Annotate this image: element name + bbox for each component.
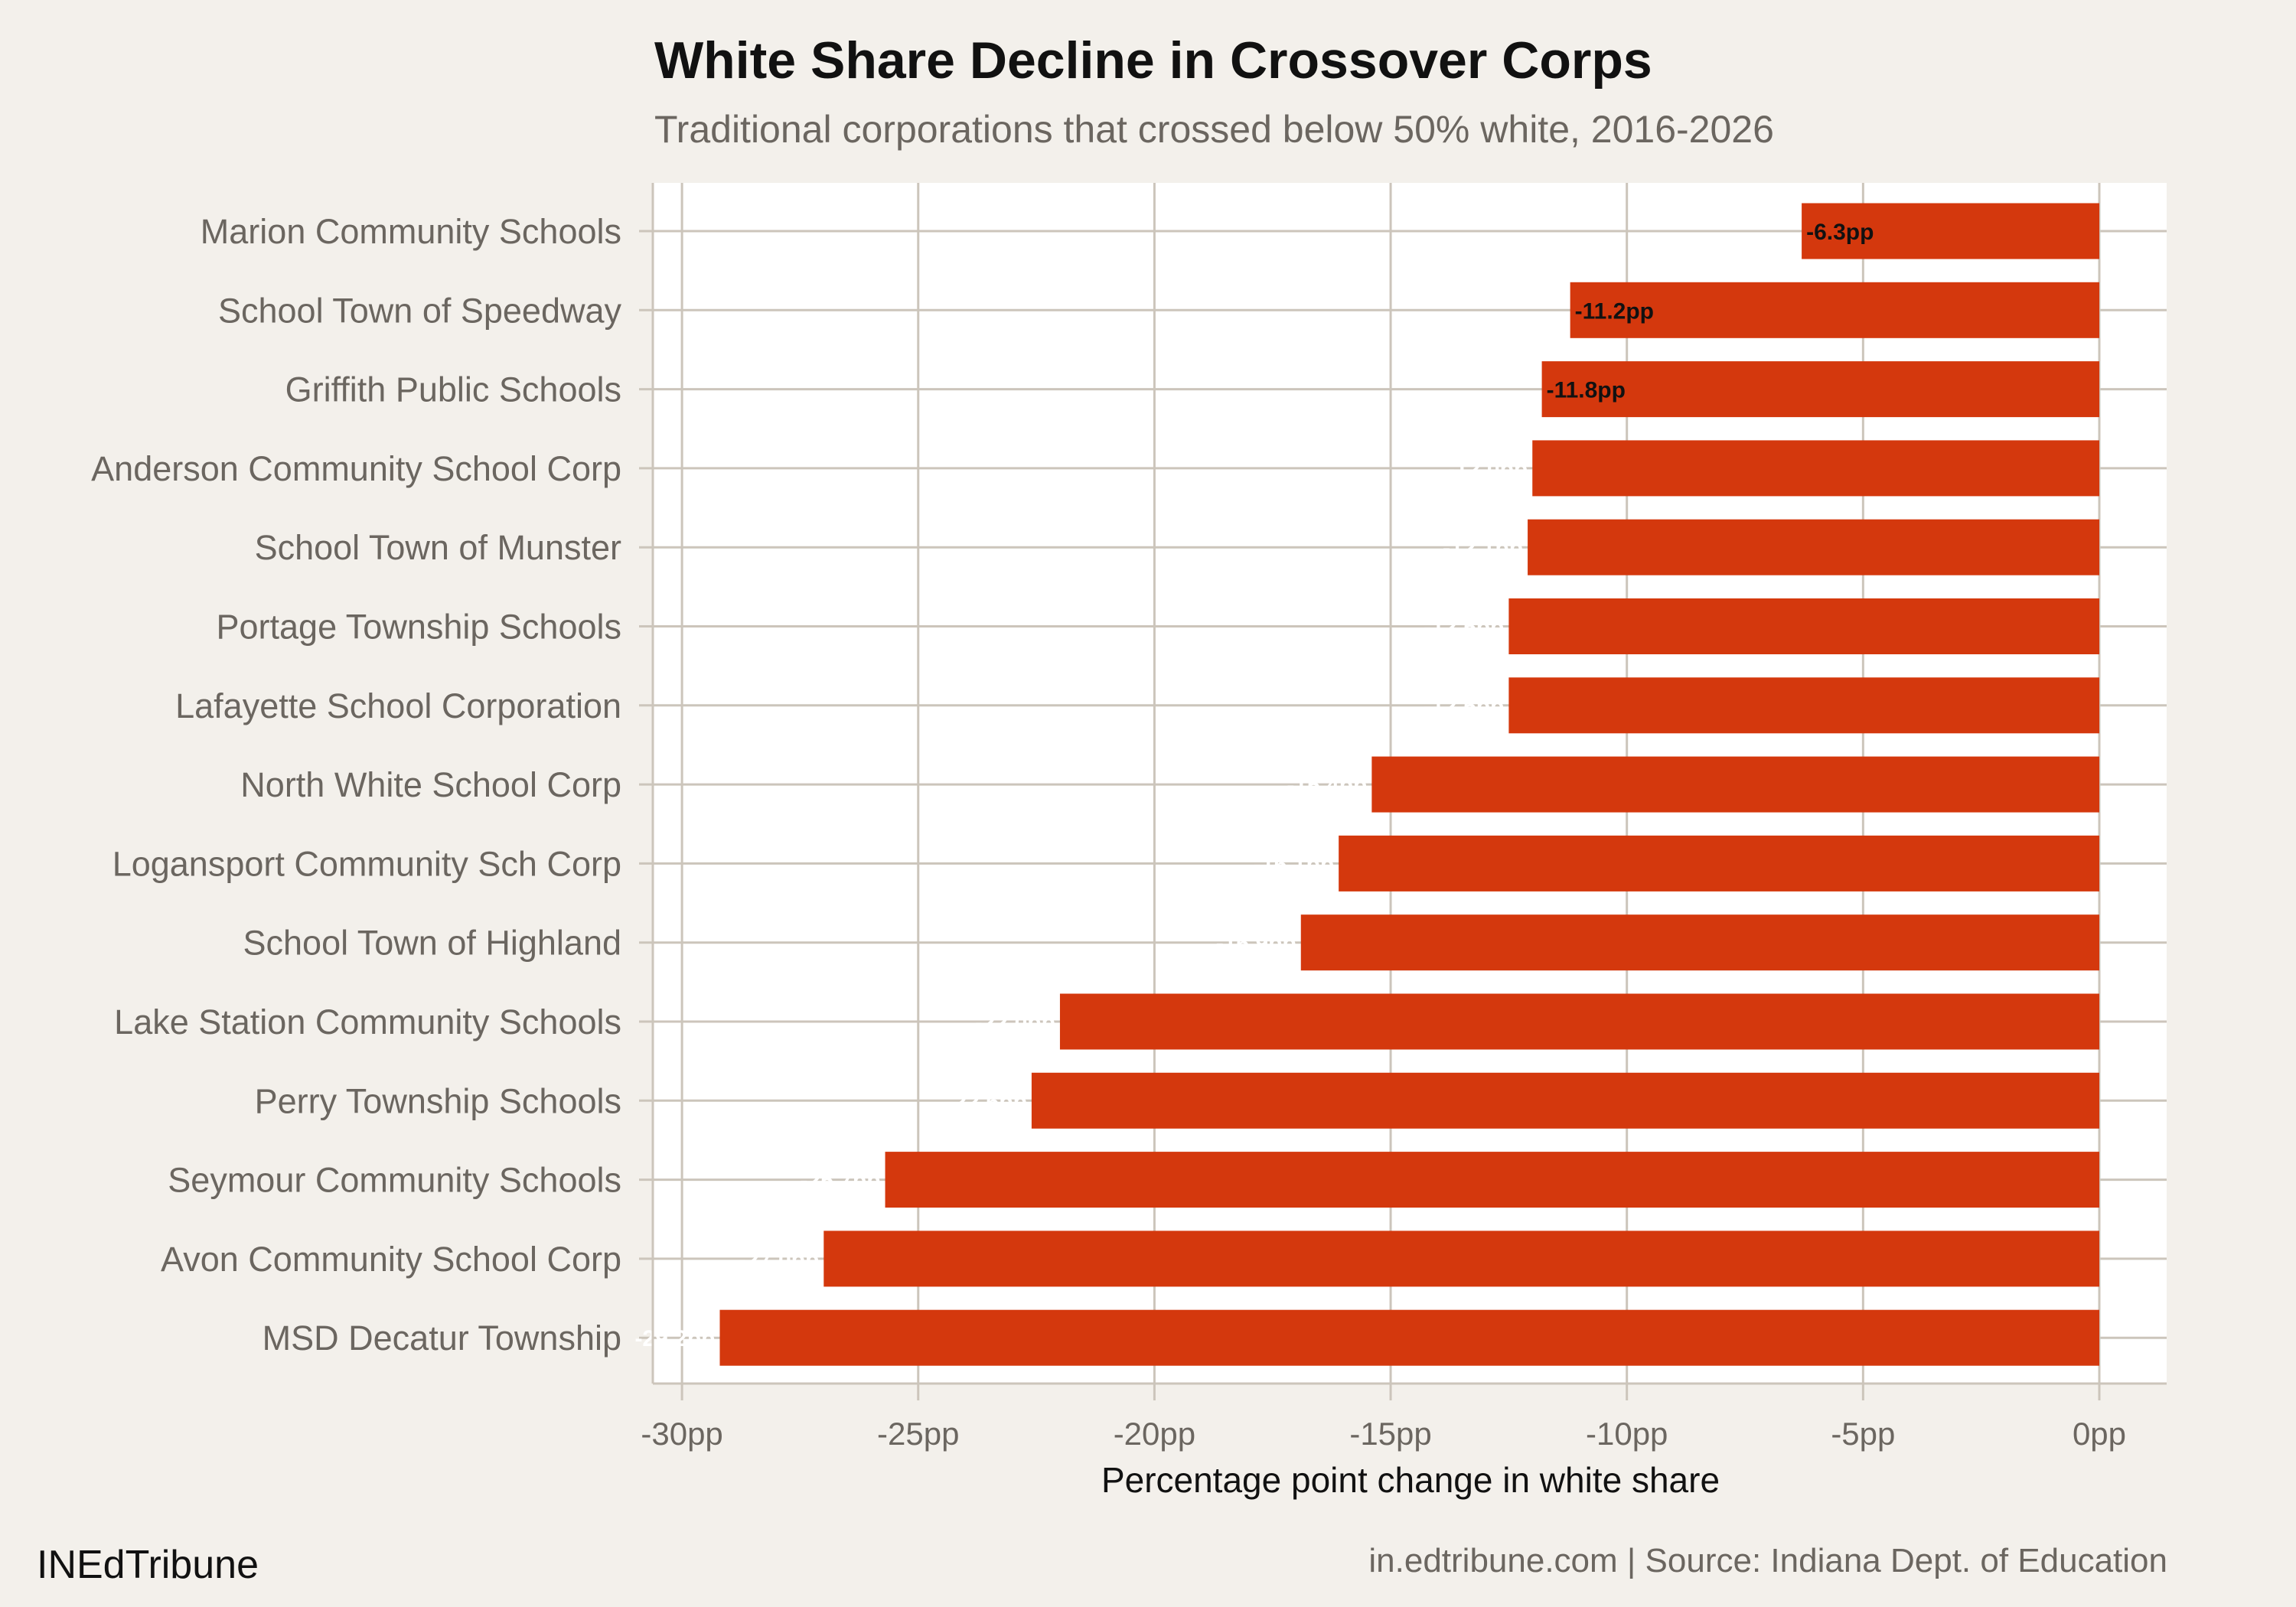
y-tick-label: North White School Corp <box>240 765 621 804</box>
bar <box>885 1152 2099 1208</box>
bar <box>719 1309 2099 1366</box>
bar <box>1371 756 2099 813</box>
y-tick-label: Avon Community School Corp <box>161 1240 621 1279</box>
chart-subtitle: Traditional corporations that crossed be… <box>654 108 1774 151</box>
y-tick-label: School Town of Munster <box>255 528 621 567</box>
data-label: -16.1pp <box>1254 852 1334 877</box>
y-tick-label: Portage Township Schools <box>217 608 622 647</box>
data-label: -15.4pp <box>1287 773 1367 798</box>
y-tick-label: MSD Decatur Township <box>263 1319 621 1358</box>
y-tick-label: School Town of Highland <box>243 924 622 963</box>
y-tick-label: Perry Township Schools <box>255 1081 621 1120</box>
bar <box>1339 835 2099 892</box>
bar <box>1300 914 2099 971</box>
data-label: -12.0pp <box>1447 457 1528 482</box>
data-label: -12.1pp <box>1443 536 1523 561</box>
data-label: -27.0pp <box>739 1247 819 1273</box>
y-tick-label: Anderson Community School Corp <box>91 449 621 488</box>
data-label: -25.7pp <box>801 1169 881 1194</box>
x-tick-label: -25pp <box>877 1416 959 1452</box>
data-label: -11.2pp <box>1575 298 1654 324</box>
data-label: -12.5pp <box>1424 694 1504 719</box>
bar <box>1508 677 2099 734</box>
data-label: -16.9pp <box>1216 931 1296 957</box>
source-note: in.edtribune.com | Source: Indiana Dept.… <box>1368 1542 2167 1579</box>
y-tick-label: Lafayette School Corporation <box>175 686 621 725</box>
x-tick-label: 0pp <box>2073 1416 2126 1452</box>
x-tick-label: -5pp <box>1831 1416 1895 1452</box>
y-tick-label: Logansport Community Sch Corp <box>113 844 621 883</box>
chart-title: White Share Decline in Crossover Corps <box>654 31 1652 90</box>
y-tick-label: Marion Community Schools <box>201 212 621 251</box>
bar <box>1508 598 2099 654</box>
bar <box>1541 361 2099 418</box>
data-label: -12.5pp <box>1424 615 1504 641</box>
x-tick-label: -10pp <box>1586 1416 1668 1452</box>
x-tick-label: -20pp <box>1114 1416 1195 1452</box>
data-label: -6.3pp <box>1806 220 1874 245</box>
bar <box>1528 519 2099 575</box>
x-axis-title: Percentage point change in white share <box>1101 1460 1720 1500</box>
bar <box>1059 993 2099 1050</box>
y-tick-label: Griffith Public Schools <box>285 370 621 409</box>
bar <box>823 1231 2099 1287</box>
brand-logo-text: INEdTribune <box>37 1543 259 1587</box>
y-tick-label: Lake Station Community Schools <box>114 1002 621 1041</box>
data-label: -22.0pp <box>975 1010 1055 1035</box>
bar <box>1570 282 2099 338</box>
data-label: -22.6pp <box>947 1089 1027 1114</box>
y-tick-label: Seymour Community Schools <box>168 1161 621 1200</box>
data-label: -11.8pp <box>1547 378 1626 403</box>
x-tick-label: -30pp <box>641 1416 722 1452</box>
bar <box>1802 203 2099 259</box>
y-tick-label: School Town of Speedway <box>218 291 622 330</box>
bar <box>1031 1072 2099 1129</box>
data-label: -29.2pp <box>634 1326 715 1351</box>
x-tick-label: -15pp <box>1349 1416 1431 1452</box>
bar <box>1532 440 2099 497</box>
